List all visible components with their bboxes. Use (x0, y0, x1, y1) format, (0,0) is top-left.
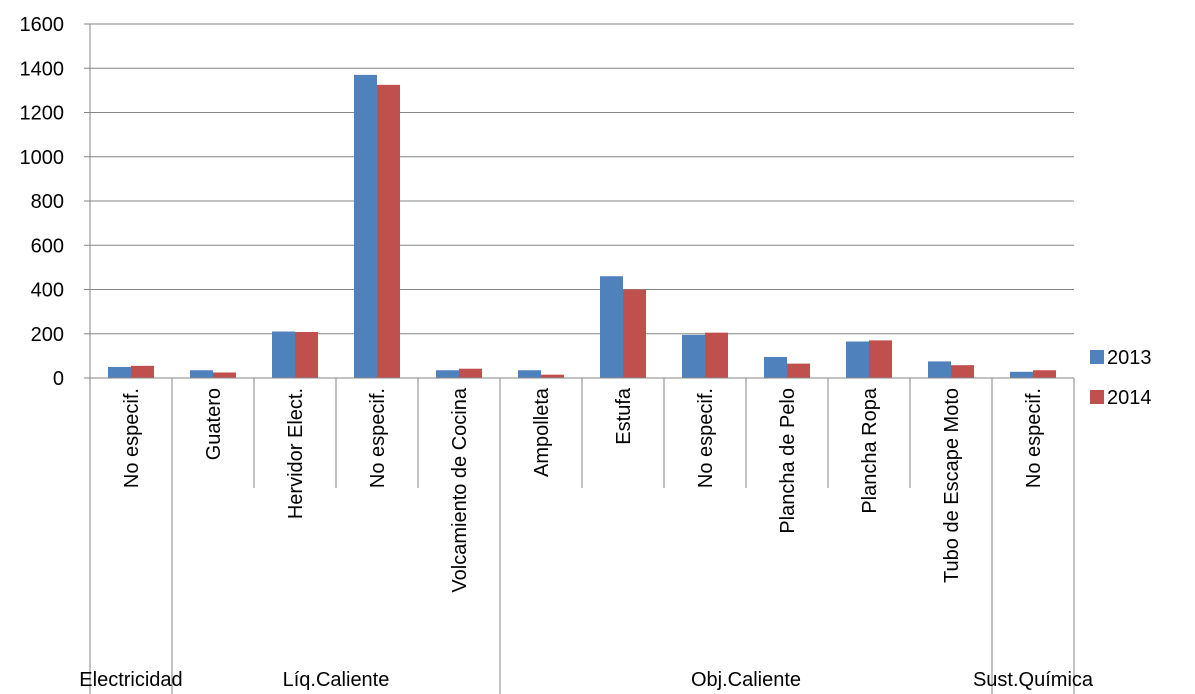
legend: 2013 2014 (1090, 347, 1152, 409)
bar-2014 (131, 365, 154, 378)
group-label: Obj.Caliente (691, 669, 801, 691)
bar-2014 (1033, 370, 1056, 378)
y-tick-label: 1400 (20, 58, 65, 80)
y-tick-label: 200 (31, 324, 64, 346)
bar-2013 (190, 370, 213, 378)
bar-2013 (764, 356, 787, 378)
category-label: No especif. (695, 388, 717, 488)
category-label: Guatero (203, 388, 225, 460)
bar-2013 (354, 74, 377, 378)
bar-2014 (541, 374, 564, 378)
y-tick-label: 400 (31, 280, 64, 302)
y-tick-label: 800 (31, 191, 64, 213)
legend-swatch-2014 (1090, 390, 1104, 404)
category-label: Ampolleta (531, 387, 553, 477)
bar-2014 (787, 363, 810, 378)
legend-swatch-2013 (1090, 350, 1104, 364)
category-label: Plancha Ropa (859, 387, 881, 514)
bar-2014 (623, 289, 646, 378)
category-labels: No especif. Guatero Hervidor Elect. No espe… (121, 387, 1045, 592)
y-tick-label: 1200 (20, 103, 65, 125)
bar-2014 (869, 340, 892, 378)
bar-2013 (436, 370, 459, 378)
category-label: No especif. (367, 388, 389, 488)
bar-2014 (459, 368, 482, 378)
y-tick-label: 1000 (20, 147, 65, 169)
category-label: Volcamiento de Cocina (449, 387, 471, 592)
legend-label-2014: 2014 (1107, 387, 1152, 409)
bar-2013 (518, 370, 541, 378)
category-label: Tubo de Escape Moto (941, 388, 963, 583)
gridlines (90, 23, 1074, 335)
group-label: Sust.Química (973, 669, 1094, 691)
category-label: Hervidor Elect. (285, 388, 307, 519)
bar-2014 (377, 84, 400, 378)
bar-2013 (108, 366, 131, 378)
bar-2013 (272, 331, 295, 378)
bars (108, 74, 1056, 378)
legend-label-2013: 2013 (1107, 347, 1152, 369)
category-label: Plancha de Pelo (777, 388, 799, 534)
category-label: Estufa (613, 387, 635, 445)
bar-2014 (705, 332, 728, 378)
group-label: Electricidad (79, 669, 182, 691)
bar-2013 (846, 341, 869, 378)
group-labels: Electricidad Líq.Caliente Obj.Caliente Sust… (79, 669, 1094, 691)
axes (84, 23, 1075, 694)
y-tick-label: 0 (53, 368, 64, 390)
y-tick-labels: 0 200 400 600 800 1000 1200 1400 1600 (20, 14, 65, 390)
category-label: No especif. (121, 388, 143, 488)
bar-2014 (295, 331, 318, 378)
bar-2013 (928, 361, 951, 378)
category-label: No especif. (1023, 388, 1045, 488)
bar-2014 (213, 372, 236, 378)
bar-2013 (682, 334, 705, 378)
bar-2013 (1010, 371, 1033, 378)
group-label: Líq.Caliente (283, 669, 390, 691)
y-tick-label: 1600 (20, 14, 65, 36)
bar-2013 (600, 276, 623, 378)
y-tick-label: 600 (31, 235, 64, 257)
bar-2014 (951, 365, 974, 378)
